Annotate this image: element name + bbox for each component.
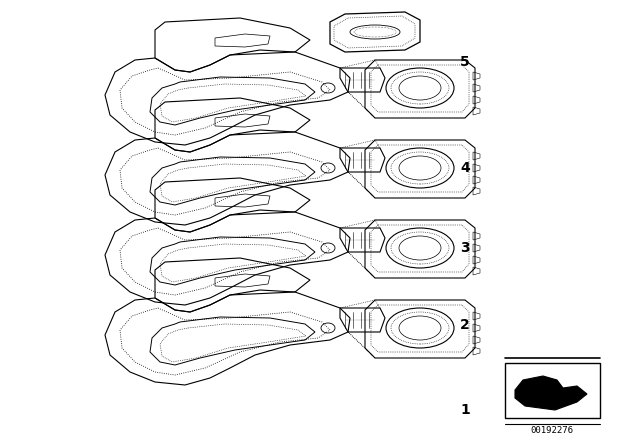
Text: 2: 2 [460,318,470,332]
Polygon shape [515,376,587,410]
Text: 1: 1 [460,403,470,417]
Text: 5: 5 [460,55,470,69]
Text: 00192276: 00192276 [531,426,573,435]
Text: 4: 4 [460,161,470,175]
Text: 3: 3 [460,241,470,255]
